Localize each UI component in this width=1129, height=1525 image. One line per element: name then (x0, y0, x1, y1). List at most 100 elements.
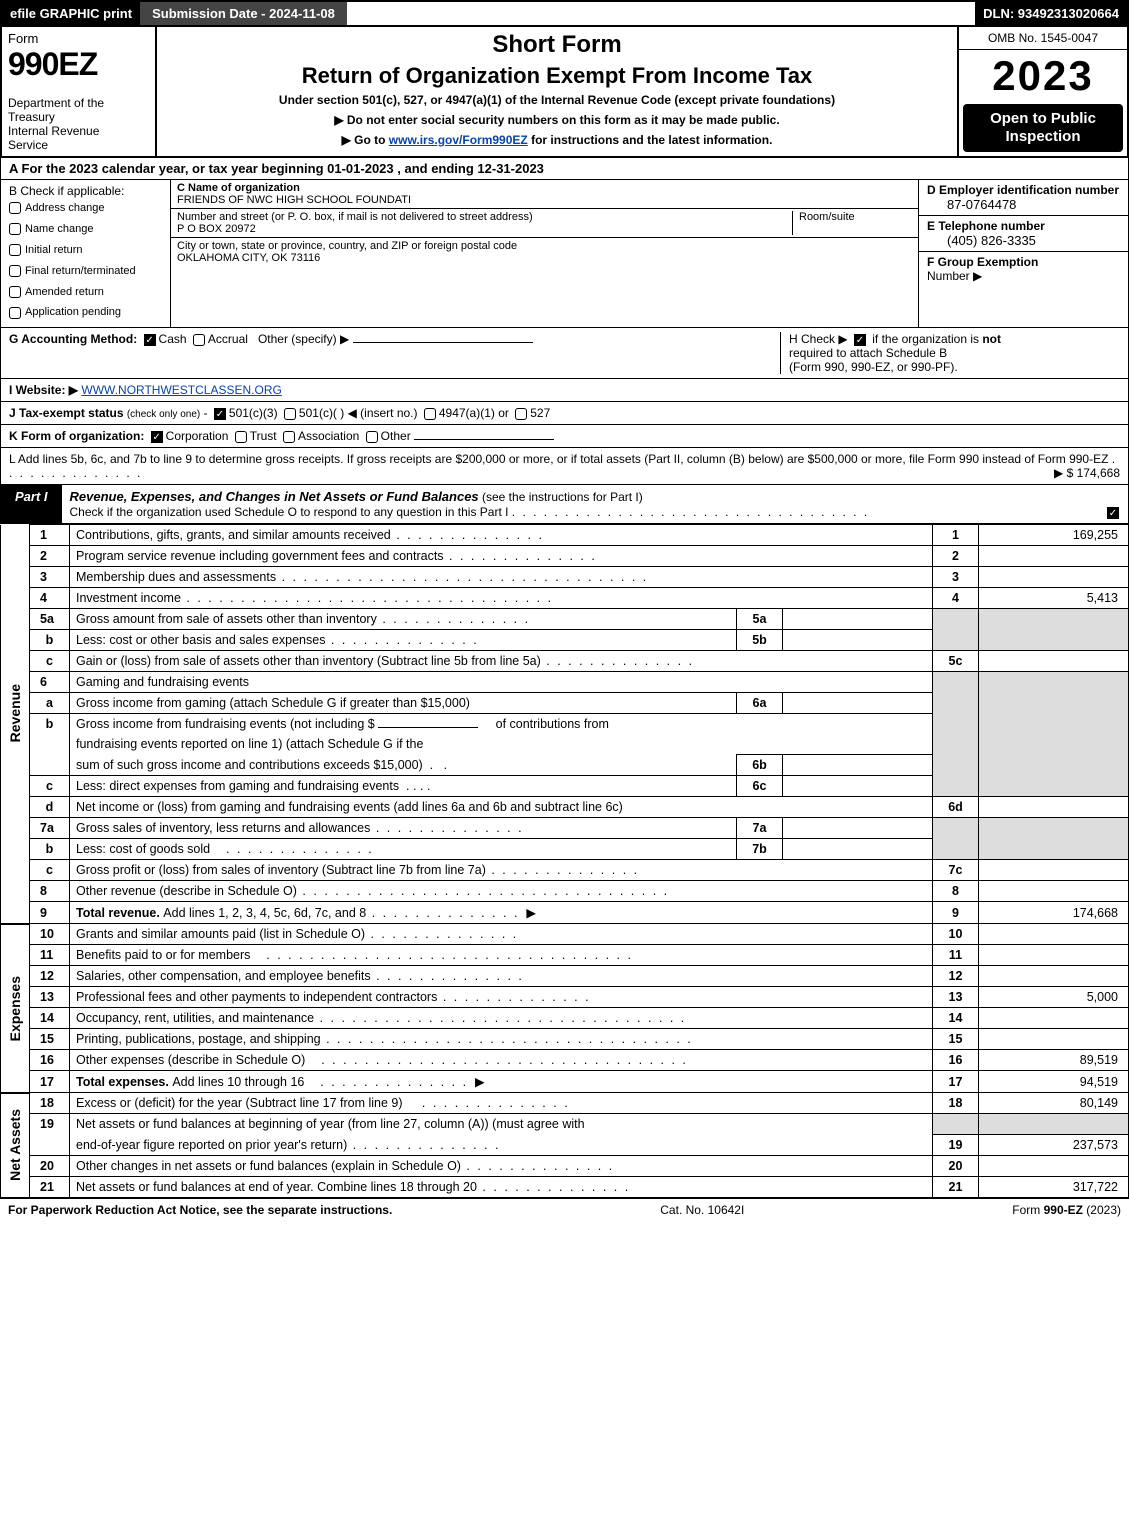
subtext-3: ▶ Go to www.irs.gov/Form990EZ for instru… (165, 133, 949, 147)
part-1-subtitle-text: Check if the organization used Schedule … (70, 505, 509, 519)
shaded-cell (933, 609, 979, 651)
line-7a-box: 7a (737, 818, 783, 839)
website-link[interactable]: WWW.NORTHWESTCLASSEN.ORG (81, 383, 281, 397)
section-e: E Telephone number (405) 826-3335 (919, 216, 1128, 252)
l-val: ▶ $ 174,668 (1054, 466, 1120, 480)
line-4-desc-text: Investment income (76, 591, 181, 605)
line-16-desc: Other expenses (describe in Schedule O) (70, 1050, 933, 1071)
j-4947: 4947(a)(1) or (439, 406, 509, 420)
line-2-val (979, 546, 1129, 567)
b-final-return: Final return/terminated (25, 265, 136, 277)
table-row: 9 Total revenue. Add lines 1, 2, 3, 4, 5… (1, 902, 1129, 924)
table-row: 7a Gross sales of inventory, less return… (1, 818, 1129, 839)
checkbox-checked-icon[interactable]: ✓ (1107, 507, 1119, 519)
line-2-desc: Program service revenue including govern… (70, 546, 933, 567)
table-row: 2 Program service revenue including gove… (1, 546, 1129, 567)
line-6c-desc-text: Less: direct expenses from gaming and fu… (76, 779, 399, 793)
line-9-desc-bold: Total revenue. (76, 906, 163, 920)
checkbox-icon[interactable] (283, 431, 295, 443)
table-row: 14 Occupancy, rent, utilities, and maint… (1, 1008, 1129, 1029)
line-7c-desc-text: Gross profit or (loss) from sales of inv… (76, 863, 486, 877)
line-12-num: 12 (30, 966, 70, 987)
g-accrual: Accrual (208, 332, 248, 346)
line-12-desc-text: Salaries, other compensation, and employ… (76, 969, 371, 983)
line-14-num: 14 (30, 1008, 70, 1029)
line-20-val (979, 1155, 1129, 1176)
checkbox-icon[interactable] (193, 334, 205, 346)
table-row: 6 Gaming and fundraising events (1, 672, 1129, 693)
dept-line-2: Treasury (8, 110, 55, 124)
subtext-3-post: for instructions and the latest informat… (528, 133, 773, 147)
line-20-desc: Other changes in net assets or fund bala… (70, 1155, 933, 1176)
line-8-desc-text: Other revenue (describe in Schedule O) (76, 884, 297, 898)
checkbox-icon[interactable] (235, 431, 247, 443)
table-row: end-of-year figure reported on prior yea… (1, 1134, 1129, 1155)
section-b-c-d: B Check if applicable: Address change Na… (0, 180, 1129, 328)
subtext-3-pre: ▶ Go to (342, 133, 389, 147)
table-row: 8 Other revenue (describe in Schedule O)… (1, 881, 1129, 902)
checkbox-icon[interactable] (284, 408, 296, 420)
line-5c-val (979, 651, 1129, 672)
shaded-cell (933, 818, 979, 860)
line-17-num: 17 (30, 1071, 70, 1093)
line-10-num: 10 (30, 924, 70, 945)
line-11-desc-text: Benefits paid to or for members (76, 948, 250, 962)
checkbox-checked-icon[interactable]: ✓ (144, 334, 156, 346)
footer-left: For Paperwork Reduction Act Notice, see … (8, 1203, 392, 1217)
checkbox-icon[interactable] (9, 265, 21, 277)
line-1-desc: Contributions, gifts, grants, and simila… (70, 525, 933, 546)
line-2-num: 2 (30, 546, 70, 567)
line-8-num: 8 (30, 881, 70, 902)
line-18-rnum: 18 (933, 1093, 979, 1114)
line-21-rnum: 21 (933, 1176, 979, 1197)
c-street: P O BOX 20972 (177, 223, 256, 235)
line-6a-desc: Gross income from gaming (attach Schedul… (70, 693, 737, 714)
line-5a-num: 5a (30, 609, 70, 630)
line-5c-desc-text: Gain or (loss) from sale of assets other… (76, 654, 541, 668)
part-1-table: Revenue 1 Contributions, gifts, grants, … (0, 524, 1129, 1198)
line-19-desc-2-text: end-of-year figure reported on prior yea… (76, 1138, 347, 1152)
line-4-rnum: 4 (933, 588, 979, 609)
line-5b-box: 5b (737, 630, 783, 651)
h-text-3: required to attach Schedule B (789, 346, 947, 360)
irs-link[interactable]: www.irs.gov/Form990EZ (389, 133, 528, 147)
title-short-form: Short Form (165, 31, 949, 59)
omb-number: OMB No. 1545-0047 (959, 27, 1127, 50)
section-l: L Add lines 5b, 6c, and 7b to line 9 to … (0, 448, 1129, 485)
line-12-val (979, 966, 1129, 987)
j-label: J Tax-exempt status (9, 406, 124, 420)
checkbox-icon[interactable] (515, 408, 527, 420)
checkbox-checked-icon[interactable]: ✓ (854, 334, 866, 346)
line-16-val: 89,519 (979, 1050, 1129, 1071)
shaded-cell (979, 1114, 1129, 1135)
checkbox-icon[interactable] (424, 408, 436, 420)
title-main: Return of Organization Exempt From Incom… (165, 63, 949, 89)
checkbox-icon[interactable] (9, 202, 21, 214)
checkbox-icon[interactable] (9, 244, 21, 256)
checkbox-icon[interactable] (366, 431, 378, 443)
line-6b-num: b (30, 714, 70, 735)
part-1-title-paren: (see the instructions for Part I) (479, 490, 643, 504)
line-19-val: 237,573 (979, 1134, 1129, 1155)
checkbox-icon[interactable] (9, 223, 21, 235)
checkbox-checked-icon[interactable]: ✓ (151, 431, 163, 443)
b-initial-return: Initial return (25, 244, 82, 256)
checkbox-icon[interactable] (9, 307, 21, 319)
netassets-side-label: Net Assets (1, 1093, 30, 1198)
line-6c-num: c (30, 776, 70, 797)
line-6d-desc: Net income or (loss) from gaming and fun… (70, 797, 933, 818)
checkbox-checked-icon[interactable]: ✓ (214, 408, 226, 420)
line-20-rnum: 20 (933, 1155, 979, 1176)
part-1-badge: Part I (1, 485, 62, 523)
line-6c-val (783, 776, 933, 797)
dept-line-4: Service (8, 138, 48, 152)
line-3-rnum: 3 (933, 567, 979, 588)
part-1-title-text: Revenue, Expenses, and Changes in Net As… (70, 489, 479, 504)
line-15-desc-text: Printing, publications, postage, and shi… (76, 1032, 321, 1046)
table-row: 21 Net assets or fund balances at end of… (1, 1176, 1129, 1197)
h-text-2: if the organization is (872, 332, 982, 346)
section-i: I Website: ▶ WWW.NORTHWESTCLASSEN.ORG (0, 379, 1129, 402)
line-1-rnum: 1 (933, 525, 979, 546)
table-row: 17 Total expenses. Add lines 10 through … (1, 1071, 1129, 1093)
checkbox-icon[interactable] (9, 286, 21, 298)
